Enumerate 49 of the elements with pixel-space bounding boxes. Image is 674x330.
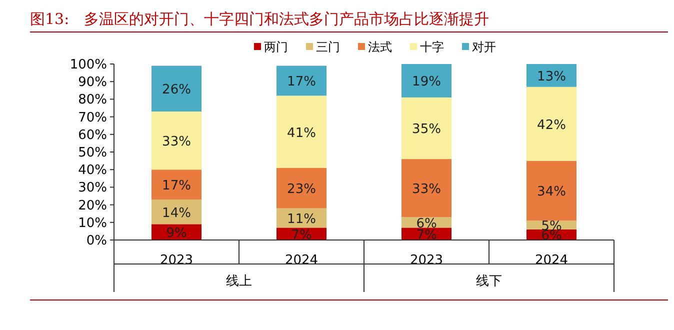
data-label: 14% [162, 206, 191, 221]
bar [402, 97, 452, 160]
data-label: 7% [416, 228, 437, 243]
y-tick-label: 30% [78, 180, 107, 196]
y-tick-label: 40% [78, 163, 107, 178]
y-tick-label: 10% [78, 216, 107, 231]
y-tick-label: 60% [78, 128, 107, 143]
data-label: 17% [287, 74, 316, 90]
data-label: 26% [162, 82, 191, 98]
data-label: 35% [412, 122, 441, 138]
bar [402, 64, 452, 98]
bar [276, 168, 326, 208]
bar [276, 96, 326, 168]
data-label: 34% [537, 184, 566, 200]
text: 线上 [226, 274, 252, 289]
bar [526, 160, 576, 221]
data-label: 19% [412, 74, 441, 90]
text: 线下 [476, 274, 502, 289]
legend-label: 十字 [420, 40, 444, 54]
legend-label: 法式 [368, 40, 392, 54]
legend-label: 两门 [264, 40, 288, 54]
bar [276, 66, 326, 96]
y-tick-label: 80% [78, 92, 107, 108]
bar [152, 170, 202, 200]
y-tick-label: 0% [86, 234, 107, 248]
bar [402, 159, 452, 218]
data-label: 41% [287, 126, 316, 141]
data-label: 13% [537, 69, 566, 84]
y-tick-label: 20% [78, 198, 107, 214]
data-label: 33% [162, 134, 191, 150]
legend-label: 三门 [316, 40, 340, 54]
data-label: 7% [291, 228, 312, 243]
bar [152, 66, 202, 112]
y-tick-label: 90% [78, 75, 107, 90]
y-tick-label: 70% [78, 110, 107, 126]
bar [526, 86, 576, 161]
data-label: 11% [287, 212, 316, 227]
data-label: 33% [412, 182, 441, 198]
bar [526, 64, 576, 87]
data-label: 42% [537, 118, 566, 133]
y-tick-label: 50% [78, 146, 107, 160]
legend-label: 对开 [472, 40, 496, 54]
chart-title: 图13: 多温区的对开门、十字四门和法式多门产品市场占比逐渐提升 [30, 10, 490, 28]
data-label: 23% [287, 182, 316, 198]
bar [152, 200, 202, 224]
bar [152, 112, 202, 170]
y-tick-label: 100% [70, 58, 107, 72]
data-label: 17% [162, 178, 191, 194]
data-label: 9% [166, 226, 187, 242]
